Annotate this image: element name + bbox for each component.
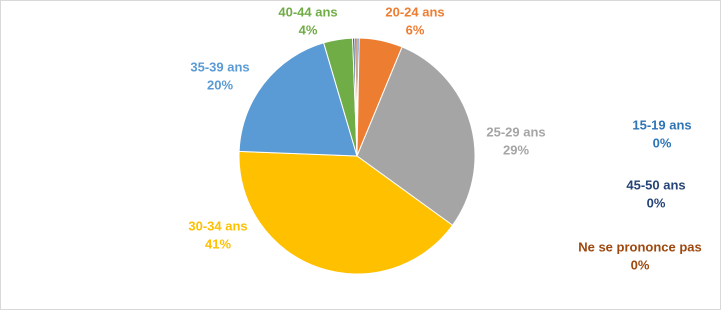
slice-category-label: 45-50 ans — [626, 177, 685, 192]
slice-value-label: 0% — [653, 135, 672, 150]
slice-value-label: 0% — [631, 257, 650, 272]
slice-value-label: 4% — [299, 22, 318, 37]
slice-value-label: 41% — [205, 236, 231, 251]
slice-category-label: 15-19 ans — [632, 117, 691, 132]
slice-value-label: 20% — [207, 77, 233, 92]
slice-category-label: 35-39 ans — [190, 59, 249, 74]
pie-slice — [238, 150, 454, 275]
slice-category-label: 25-29 ans — [486, 124, 545, 139]
pie-slice — [238, 42, 358, 157]
pie-slice — [354, 37, 358, 157]
slice-value-label: 29% — [503, 142, 529, 157]
pie-slice — [356, 46, 476, 226]
slice-category-label: Ne se prononce pas — [578, 239, 702, 254]
slice-value-label: 6% — [406, 22, 425, 37]
slice-category-label: 20-24 ans — [385, 4, 444, 19]
slice-value-label: 0% — [647, 195, 666, 210]
slice-category-label: 30-34 ans — [188, 218, 247, 233]
slice-category-label: 40-44 ans — [278, 4, 337, 19]
